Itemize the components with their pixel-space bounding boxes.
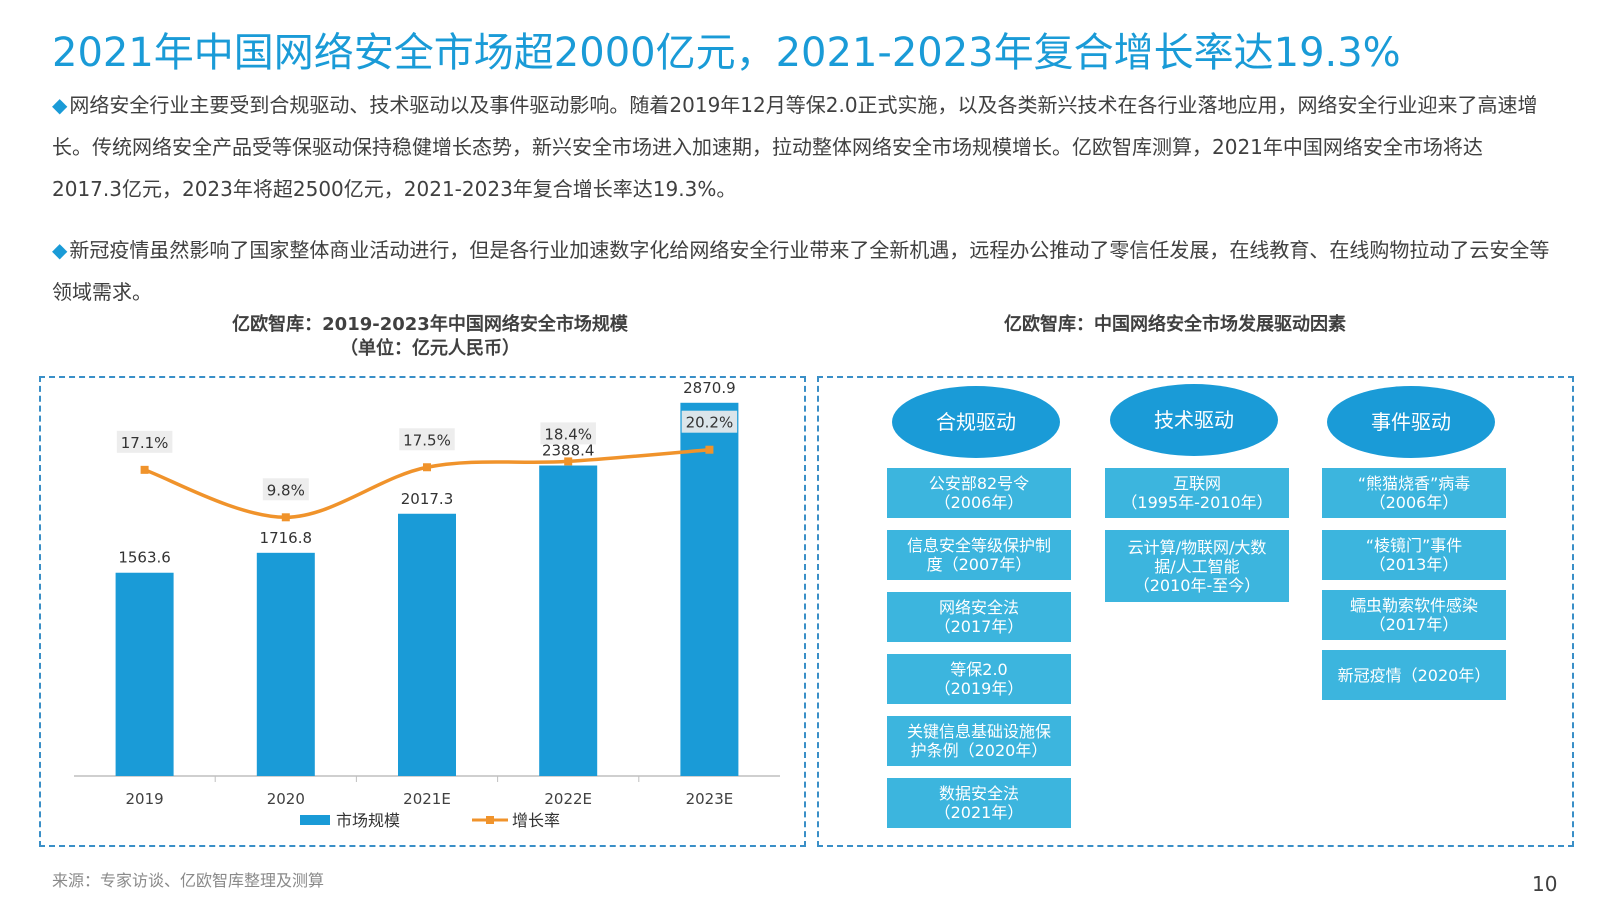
market-size-chart-frame — [39, 376, 806, 847]
x-tick-label: 2023E — [686, 790, 734, 808]
left-chart-title-line2: （单位：亿元人民币） — [340, 338, 520, 359]
driver-item: 信息安全等级保护制 度（2007年） — [887, 530, 1071, 580]
left-chart-title: 亿欧智库：2019-2023年中国网络安全市场规模 （单位：亿元人民币） — [150, 313, 710, 361]
driver-item-text: 关键信息基础设施保 护条例（2020年） — [906, 722, 1051, 760]
driver-item: 公安部82号令 （2006年） — [887, 468, 1071, 518]
drivers-frame — [817, 376, 1574, 847]
driver-oval-1: 合规驱动 — [892, 386, 1060, 458]
growth-rate-label: 17.5% — [403, 431, 451, 449]
driver-item-text: “棱镜门”事件 （2013年） — [1365, 536, 1463, 574]
legend-line-label: 增长率 — [512, 811, 560, 830]
bar-value-label: 1563.6 — [118, 549, 171, 567]
bar-2023E — [680, 402, 739, 776]
bar-2020 — [256, 552, 315, 776]
legend-bar-label: 市场规模 — [336, 811, 400, 830]
growth-label-bg — [399, 428, 455, 451]
left-chart-title-line1: 亿欧智库：2019-2023年中国网络安全市场规模 — [232, 314, 628, 335]
growth-label-bg — [116, 430, 173, 453]
bullet-diamond-icon: ◆ — [52, 93, 68, 117]
growth-rate-label: 18.4% — [544, 425, 592, 443]
bar-value-label: 2017.3 — [401, 490, 454, 508]
bar-2019 — [115, 572, 174, 776]
bullet-diamond-icon: ◆ — [52, 238, 68, 262]
bar-2021E — [398, 513, 456, 776]
growth-label-bg — [262, 478, 309, 501]
driver-item: 关键信息基础设施保 护条例（2020年） — [887, 716, 1071, 766]
driver-item: 互联网 （1995年-2010年） — [1105, 468, 1289, 518]
driver-item: 云计算/物联网/大数 据/人工智能 （2010年-至今） — [1105, 530, 1289, 602]
page-number: 10 — [1532, 872, 1558, 896]
driver-item-text: 蠕虫勒索软件感染 （2017年） — [1349, 596, 1478, 634]
driver-item: “熊猫烧香”病毒 （2006年） — [1322, 468, 1506, 518]
driver-item-text: 新冠疫情（2020年） — [1337, 665, 1491, 685]
page-title: 2021年中国网络安全市场超2000亿元，2021-2023年复合增长率达19.… — [52, 30, 1401, 76]
paragraph-2-text: 新冠疫情虽然影响了国家整体商业活动进行，但是各行业加速数字化给网络安全行业带来了… — [52, 238, 1550, 304]
bar-value-label: 1716.8 — [260, 529, 313, 547]
driver-item-text: 数据安全法 （2021年） — [934, 784, 1024, 822]
driver-item: 新冠疫情（2020年） — [1322, 650, 1506, 700]
driver-item-text: 互联网 （1995年-2010年） — [1121, 474, 1273, 512]
x-tick-label: 2021E — [403, 790, 451, 808]
x-tick-label: 2022E — [544, 790, 592, 808]
driver-item-text: 信息安全等级保护制 度（2007年） — [906, 536, 1051, 574]
growth-rate-label: 9.8% — [267, 481, 305, 499]
paragraph-1-text: 网络安全行业主要受到合规驱动、技术驱动以及事件驱动影响。随着2019年12月等保… — [52, 93, 1538, 201]
driver-oval-3: 事件驱动 — [1327, 386, 1495, 458]
growth-label-bg — [681, 410, 738, 433]
driver-item-text: 网络安全法 （2017年） — [934, 598, 1024, 636]
growth-rate-point — [423, 463, 431, 472]
source-note: 来源：专家访谈、亿欧智库整理及测算 — [52, 871, 325, 890]
growth-rate-label: 17.1% — [121, 434, 169, 452]
growth-rate-point — [140, 465, 149, 474]
driver-item: 蠕虫勒索软件感染 （2017年） — [1322, 590, 1506, 640]
growth-rate-point — [281, 513, 290, 522]
bar-value-label: 2388.4 — [542, 442, 595, 460]
bar-value-label: 2870.9 — [683, 379, 736, 397]
driver-item: 数据安全法 （2021年） — [887, 778, 1071, 828]
x-tick-label: 2020 — [267, 790, 305, 808]
paragraph-2: ◆ 新冠疫情虽然影响了国家整体商业活动进行，但是各行业加速数字化给网络安全行业带来… — [52, 229, 1552, 313]
legend-bar-swatch — [300, 815, 330, 825]
right-chart-title: 亿欧智库：中国网络安全市场发展驱动因素 — [1004, 314, 1346, 335]
driver-item-text: “熊猫烧香”病毒 （2006年） — [1357, 474, 1471, 512]
bar-2022E — [539, 465, 598, 776]
driver-item: 网络安全法 （2017年） — [887, 592, 1071, 642]
growth-rate-point — [705, 445, 714, 454]
driver-oval-2: 技术驱动 — [1110, 384, 1278, 456]
growth-label-bg — [540, 422, 596, 445]
growth-rate-label: 20.2% — [686, 414, 734, 432]
driver-item: “棱镜门”事件 （2013年） — [1322, 530, 1506, 580]
x-tick-label: 2019 — [126, 790, 164, 808]
driver-item-text: 云计算/物联网/大数 据/人工智能 （2010年-至今） — [1127, 537, 1267, 595]
driver-item-text: 等保2.0 （2019年） — [934, 660, 1024, 698]
paragraph-1: ◆ 网络安全行业主要受到合规驱动、技术驱动以及事件驱动影响。随着2019年12月等… — [52, 84, 1552, 210]
driver-item-text: 公安部82号令 （2006年） — [928, 474, 1030, 512]
legend-line-marker — [486, 816, 494, 824]
driver-item: 等保2.0 （2019年） — [887, 654, 1071, 704]
growth-rate-point — [564, 457, 573, 466]
